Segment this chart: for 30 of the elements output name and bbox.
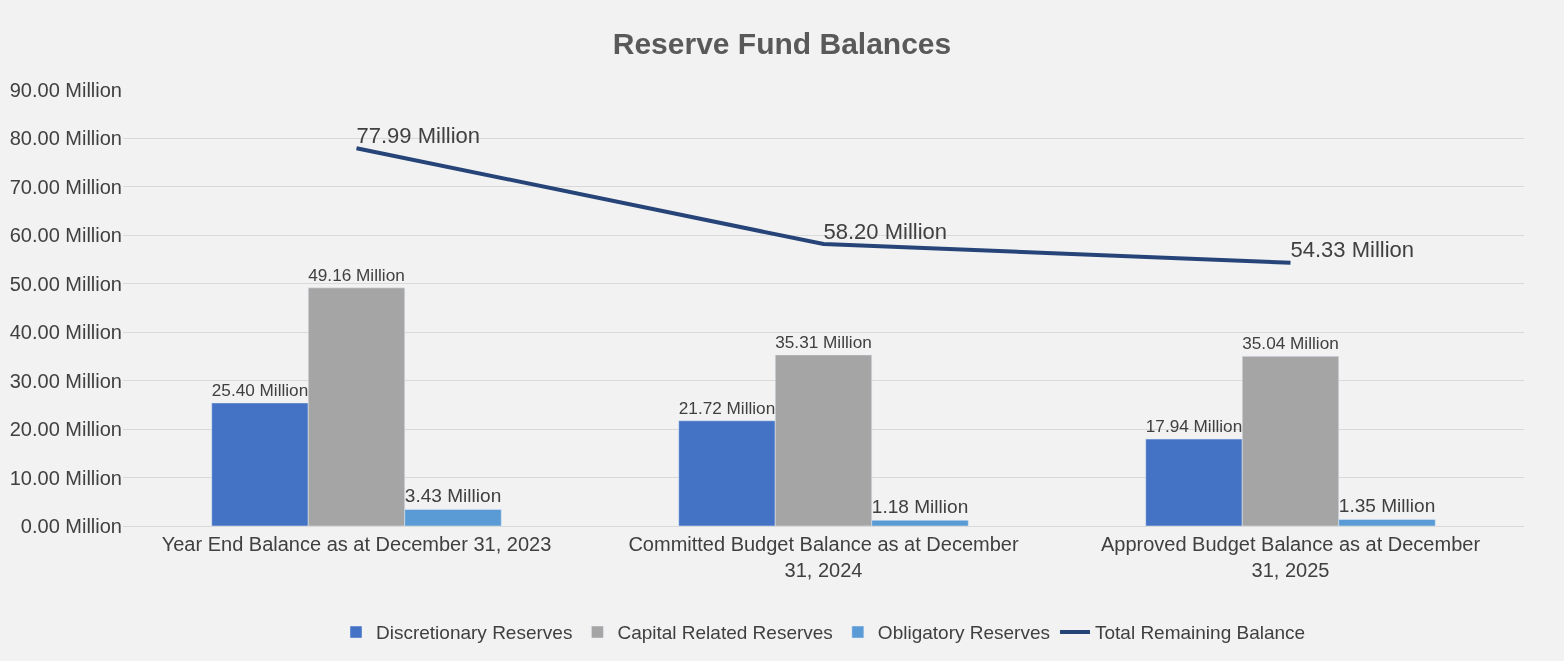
y-tick-label: 90.00 Million [9,79,122,101]
data-label: 54.33 Million [1290,237,1415,263]
legend-label: Capital Related Reserves [617,622,833,644]
data-label: 49.16 Million [308,264,405,285]
y-tick-label: 80.00 Million [9,127,122,150]
legend-label: Discretionary Reserves [376,622,573,644]
chart-title: Reserve Fund Balances [612,27,952,61]
y-tick-label: 30.00 Million [9,369,122,392]
y-tick-label: 0.00 Million [20,515,122,537]
data-label: 17.94 Million [1145,416,1243,437]
data-label: 25.40 Million [211,380,309,401]
data-label: 58.20 Million [823,218,948,244]
data-label: 21.72 Million [678,397,776,418]
legend-label: Total Remaining Balance [1094,622,1306,644]
data-label: 1.35 Million [1338,495,1436,517]
x-tick-label: Committed Budget Balance as at December 31, 2024 [628,533,1019,581]
y-tick-label: 40.00 Million [9,321,122,344]
y-tick-label: 10.00 Million [9,466,122,489]
data-label: 35.31 Million [775,332,872,353]
y-tick-label: 70.00 Million [9,175,122,198]
y-tick-label: 20.00 Million [9,418,122,441]
data-label: 35.04 Million [1242,333,1339,354]
data-label: 77.99 Million [356,122,481,148]
legend-label: Obligatory Reserves [877,622,1050,644]
y-tick-label: 50.00 Million [9,272,122,295]
data-label: 3.43 Million [404,485,502,507]
data-label: 1.18 Million [871,495,969,517]
x-tick-label: Year End Balance as at December 31, 2023 [161,533,552,555]
x-tick-label: Approved Budget Balance as at December 31, 2025 [1100,533,1481,581]
y-tick-label: 60.00 Million [9,224,122,247]
